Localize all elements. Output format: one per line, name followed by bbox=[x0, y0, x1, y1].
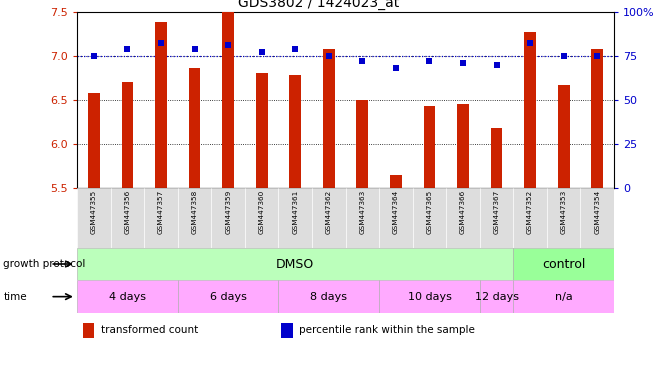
Bar bbox=[379, 188, 413, 248]
Bar bbox=[480, 280, 513, 313]
Text: GSM447355: GSM447355 bbox=[91, 190, 97, 234]
Point bbox=[525, 40, 535, 46]
Bar bbox=[83, 323, 95, 338]
Bar bbox=[245, 188, 278, 248]
Bar bbox=[77, 280, 178, 313]
Bar bbox=[281, 323, 293, 338]
Bar bbox=[178, 280, 278, 313]
Bar bbox=[312, 188, 346, 248]
Bar bbox=[491, 128, 503, 188]
Bar bbox=[256, 73, 268, 188]
Text: GSM447359: GSM447359 bbox=[225, 190, 231, 234]
Bar bbox=[379, 280, 480, 313]
Bar bbox=[121, 82, 134, 188]
Point bbox=[122, 46, 133, 52]
Bar bbox=[211, 188, 245, 248]
Point bbox=[223, 42, 234, 48]
Bar bbox=[323, 50, 335, 188]
Bar bbox=[189, 68, 201, 188]
Text: percentile rank within the sample: percentile rank within the sample bbox=[299, 325, 475, 335]
Text: GSM447352: GSM447352 bbox=[527, 190, 533, 234]
Text: GSM447357: GSM447357 bbox=[158, 190, 164, 234]
Text: GSM447365: GSM447365 bbox=[427, 190, 432, 234]
Text: 10 days: 10 days bbox=[407, 291, 452, 302]
Point bbox=[458, 60, 468, 66]
Bar bbox=[413, 188, 446, 248]
Bar bbox=[591, 50, 603, 188]
Bar bbox=[155, 22, 167, 188]
Bar bbox=[580, 188, 614, 248]
Bar bbox=[178, 188, 211, 248]
Bar bbox=[513, 188, 547, 248]
Point bbox=[256, 49, 267, 55]
Bar bbox=[356, 100, 368, 188]
Text: 8 days: 8 days bbox=[310, 291, 348, 302]
Text: n/a: n/a bbox=[555, 291, 572, 302]
Point bbox=[491, 61, 502, 68]
Text: control: control bbox=[542, 258, 585, 270]
Point bbox=[156, 40, 166, 46]
Bar bbox=[346, 188, 379, 248]
Bar bbox=[457, 104, 469, 188]
Text: GSM447361: GSM447361 bbox=[293, 190, 298, 234]
Text: transformed count: transformed count bbox=[101, 325, 198, 335]
Text: GSM447358: GSM447358 bbox=[192, 190, 197, 234]
Bar bbox=[524, 32, 536, 188]
Text: 4 days: 4 days bbox=[109, 291, 146, 302]
Bar bbox=[513, 248, 614, 280]
Text: GSM447362: GSM447362 bbox=[326, 190, 331, 234]
Point bbox=[391, 65, 401, 71]
Text: GSM447363: GSM447363 bbox=[360, 190, 365, 234]
Bar bbox=[289, 75, 301, 188]
Text: GSM447360: GSM447360 bbox=[259, 190, 264, 234]
Point bbox=[323, 53, 334, 59]
Bar bbox=[390, 175, 402, 188]
Text: GDS3802 / 1424023_at: GDS3802 / 1424023_at bbox=[238, 0, 399, 10]
Bar bbox=[77, 248, 513, 280]
Point bbox=[290, 46, 301, 52]
Bar bbox=[558, 85, 570, 188]
Point bbox=[189, 46, 200, 52]
Bar bbox=[144, 188, 178, 248]
Bar bbox=[88, 93, 100, 188]
Bar bbox=[446, 188, 480, 248]
Bar bbox=[547, 188, 580, 248]
Text: GSM447356: GSM447356 bbox=[125, 190, 130, 234]
Bar bbox=[111, 188, 144, 248]
Text: GSM447367: GSM447367 bbox=[494, 190, 499, 234]
Text: GSM447366: GSM447366 bbox=[460, 190, 466, 234]
Text: 12 days: 12 days bbox=[474, 291, 519, 302]
Bar bbox=[423, 106, 435, 188]
Text: growth protocol: growth protocol bbox=[3, 259, 86, 269]
Bar bbox=[278, 188, 312, 248]
Point bbox=[424, 58, 435, 64]
Text: GSM447354: GSM447354 bbox=[595, 190, 600, 234]
Text: 6 days: 6 days bbox=[210, 291, 246, 302]
Bar bbox=[278, 280, 379, 313]
Text: DMSO: DMSO bbox=[276, 258, 315, 270]
Bar bbox=[77, 188, 111, 248]
Bar bbox=[513, 280, 614, 313]
Point bbox=[357, 58, 368, 64]
Point bbox=[558, 53, 569, 59]
Text: GSM447364: GSM447364 bbox=[393, 190, 399, 234]
Text: GSM447353: GSM447353 bbox=[561, 190, 566, 234]
Bar bbox=[480, 188, 513, 248]
Point bbox=[89, 53, 99, 59]
Bar bbox=[222, 12, 234, 188]
Point bbox=[592, 53, 603, 59]
Text: time: time bbox=[3, 291, 27, 302]
